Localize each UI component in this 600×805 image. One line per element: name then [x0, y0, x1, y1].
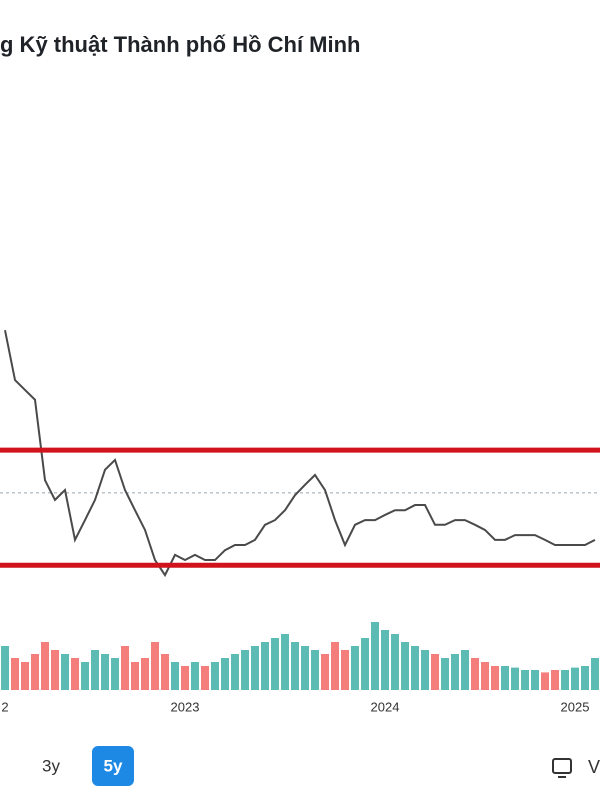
range-button[interactable]: 5y	[104, 756, 123, 775]
volume-bar	[381, 630, 389, 690]
volume-bar	[451, 654, 459, 690]
volume-bar	[501, 666, 509, 690]
volume-bar	[281, 634, 289, 690]
volume-bar	[41, 642, 49, 690]
volume-bar	[411, 646, 419, 690]
volume-bar	[141, 658, 149, 690]
volume-bar	[151, 642, 159, 690]
volume-bar	[121, 646, 129, 690]
x-tick-label: 2	[1, 699, 8, 714]
range-button-bg[interactable]	[92, 746, 134, 786]
volume-bar	[91, 650, 99, 690]
volume-bar	[81, 662, 89, 690]
volume-bar	[461, 650, 469, 690]
volume-bar	[291, 642, 299, 690]
volume-bar	[481, 662, 489, 690]
price-line	[4, 330, 596, 578]
volume-bar	[331, 642, 339, 690]
volume-bar	[561, 670, 569, 690]
x-tick-label: 2023	[171, 699, 200, 714]
volume-bar	[161, 654, 169, 690]
volume-bar	[11, 658, 19, 690]
volume-bar	[321, 654, 329, 690]
volume-bar	[201, 666, 209, 690]
view-label[interactable]: V	[588, 757, 600, 777]
volume-bar	[311, 650, 319, 690]
volume-bar	[521, 670, 529, 690]
volume-bar	[351, 646, 359, 690]
volume-bar	[591, 658, 599, 690]
volume-bar	[471, 658, 479, 690]
volume-bar	[511, 667, 519, 690]
volume-bar	[241, 650, 249, 690]
volume-bar	[171, 662, 179, 690]
volume-bar	[551, 670, 559, 690]
volume-bar	[301, 646, 309, 690]
volume-bar	[341, 650, 349, 690]
volume-bar	[71, 658, 79, 690]
page-title: g Kỹ thuật Thành phố Hồ Chí Minh	[0, 32, 361, 57]
volume-bar	[221, 658, 229, 690]
volume-bar	[191, 662, 199, 690]
volume-bar	[51, 650, 59, 690]
volume-bar	[401, 642, 409, 690]
volume-bar	[31, 654, 39, 690]
range-button[interactable]: 3y	[42, 756, 60, 775]
volume-bar	[531, 670, 539, 690]
volume-bar	[431, 654, 439, 690]
volume-bar	[261, 642, 269, 690]
volume-bar	[1, 646, 9, 690]
volume-bar	[231, 654, 239, 690]
volume-bar	[491, 666, 499, 690]
volume-bar	[181, 666, 189, 690]
volume-bar	[441, 658, 449, 690]
volume-bar	[111, 658, 119, 690]
volume-bar	[271, 638, 279, 690]
volume-bar	[571, 667, 579, 690]
volume-bar	[361, 638, 369, 690]
volume-bar	[541, 672, 549, 690]
volume-bar	[131, 662, 139, 690]
volume-bar	[61, 654, 69, 690]
volume-bar	[251, 646, 259, 690]
view-icon[interactable]	[552, 758, 572, 778]
x-tick-label: 2024	[371, 699, 400, 714]
x-tick-label: 2025	[561, 699, 590, 714]
volume-bar	[421, 650, 429, 690]
volume-bar	[581, 666, 589, 690]
volume-bar	[391, 634, 399, 690]
volume-bar	[211, 662, 219, 690]
volume-bar	[101, 654, 109, 690]
volume-bar	[21, 662, 29, 690]
volume-bar	[371, 622, 379, 690]
